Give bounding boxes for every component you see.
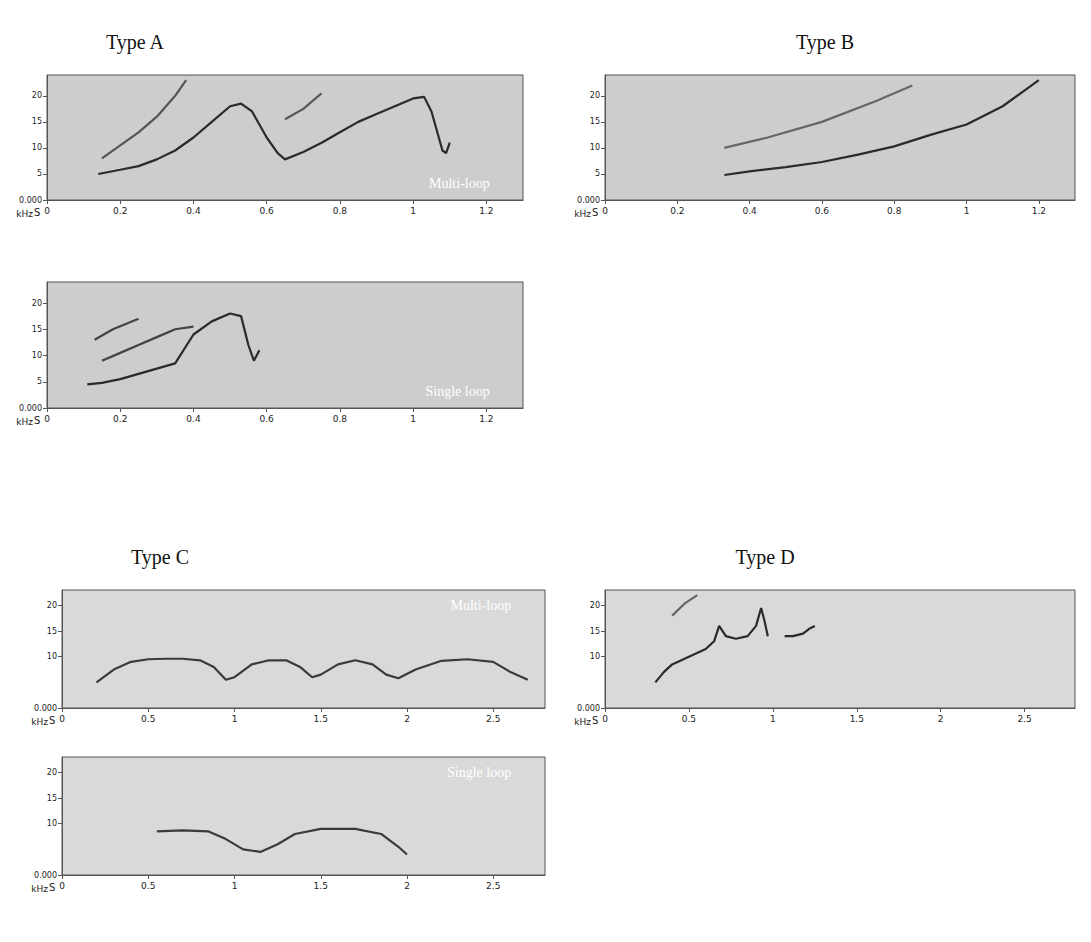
svg-text:1.5: 1.5 (850, 714, 864, 724)
svg-text:10: 10 (590, 652, 600, 661)
svg-text:kHz: kHz (574, 717, 591, 727)
svg-text:15: 15 (47, 627, 57, 636)
svg-text:1.2: 1.2 (479, 206, 493, 216)
svg-text:5: 5 (37, 169, 42, 178)
svg-text:2: 2 (938, 714, 944, 724)
svg-text:20: 20 (32, 91, 42, 100)
svg-text:10: 10 (32, 143, 42, 152)
svg-text:0.4: 0.4 (186, 206, 201, 216)
svg-text:0.2: 0.2 (113, 414, 127, 424)
svg-text:1: 1 (964, 206, 970, 216)
svg-text:0.5: 0.5 (141, 881, 155, 891)
svg-text:15: 15 (590, 117, 600, 126)
svg-text:0.5: 0.5 (141, 714, 155, 724)
svg-text:0.8: 0.8 (887, 206, 902, 216)
svg-text:S: S (34, 415, 40, 426)
svg-text:0.6: 0.6 (815, 206, 830, 216)
svg-text:kHz: kHz (31, 884, 48, 894)
svg-text:0.2: 0.2 (113, 206, 127, 216)
svg-text:20: 20 (590, 91, 600, 100)
svg-text:0.4: 0.4 (742, 206, 757, 216)
svg-text:2.5: 2.5 (1017, 714, 1031, 724)
svg-text:0: 0 (44, 414, 50, 424)
svg-text:2: 2 (404, 714, 410, 724)
svg-text:0.000: 0.000 (34, 704, 57, 713)
svg-text:15: 15 (32, 117, 42, 126)
svg-text:kHz: kHz (16, 209, 33, 219)
svg-text:1.5: 1.5 (314, 881, 328, 891)
svg-text:1: 1 (410, 206, 416, 216)
svg-text:0.4: 0.4 (186, 414, 201, 424)
svg-text:0.8: 0.8 (333, 414, 348, 424)
svg-text:0.000: 0.000 (19, 404, 42, 413)
svg-text:0.5: 0.5 (682, 714, 696, 724)
svg-text:0: 0 (602, 206, 608, 216)
svg-text:15: 15 (32, 325, 42, 334)
svg-text:2.5: 2.5 (486, 881, 500, 891)
svg-text:0.6: 0.6 (260, 414, 275, 424)
svg-text:S: S (592, 207, 598, 218)
svg-text:5: 5 (595, 169, 600, 178)
svg-text:kHz: kHz (31, 717, 48, 727)
svg-text:Type A: Type A (106, 31, 165, 54)
svg-text:1: 1 (232, 714, 238, 724)
svg-text:Type C: Type C (131, 546, 189, 569)
svg-text:S: S (34, 207, 40, 218)
svg-text:kHz: kHz (574, 209, 591, 219)
svg-text:0: 0 (602, 714, 608, 724)
svg-text:0.8: 0.8 (333, 206, 348, 216)
svg-text:20: 20 (47, 601, 57, 610)
svg-text:1.2: 1.2 (1032, 206, 1046, 216)
svg-text:10: 10 (47, 652, 57, 661)
svg-text:10: 10 (47, 819, 57, 828)
svg-text:1: 1 (770, 714, 776, 724)
svg-text:20: 20 (590, 601, 600, 610)
svg-text:0.000: 0.000 (577, 704, 600, 713)
svg-text:0.2: 0.2 (670, 206, 684, 216)
svg-text:Single loop: Single loop (447, 765, 511, 780)
svg-text:S: S (592, 715, 598, 726)
svg-text:2: 2 (404, 881, 410, 891)
svg-text:10: 10 (32, 351, 42, 360)
svg-text:0: 0 (44, 206, 50, 216)
svg-text:15: 15 (47, 794, 57, 803)
svg-text:1.2: 1.2 (479, 414, 493, 424)
svg-text:10: 10 (590, 143, 600, 152)
svg-text:S: S (49, 715, 55, 726)
svg-text:Type B: Type B (796, 31, 854, 54)
svg-text:1: 1 (410, 414, 416, 424)
svg-text:Type D: Type D (735, 546, 794, 569)
svg-text:0: 0 (59, 881, 65, 891)
svg-text:20: 20 (47, 768, 57, 777)
svg-text:15: 15 (590, 627, 600, 636)
svg-text:0.000: 0.000 (19, 196, 42, 205)
svg-text:0.6: 0.6 (260, 206, 275, 216)
svg-text:1: 1 (232, 881, 238, 891)
svg-text:2.5: 2.5 (486, 714, 500, 724)
svg-text:0.000: 0.000 (34, 871, 57, 880)
svg-text:1.5: 1.5 (314, 714, 328, 724)
svg-text:Multi-loop: Multi-loop (451, 598, 512, 613)
svg-text:Single loop: Single loop (426, 384, 490, 399)
svg-text:S: S (49, 882, 55, 893)
svg-text:5: 5 (37, 377, 42, 386)
svg-text:20: 20 (32, 299, 42, 308)
svg-text:0.000: 0.000 (577, 196, 600, 205)
svg-text:0: 0 (59, 714, 65, 724)
svg-text:kHz: kHz (16, 417, 33, 427)
svg-text:Multi-loop: Multi-loop (429, 176, 490, 191)
